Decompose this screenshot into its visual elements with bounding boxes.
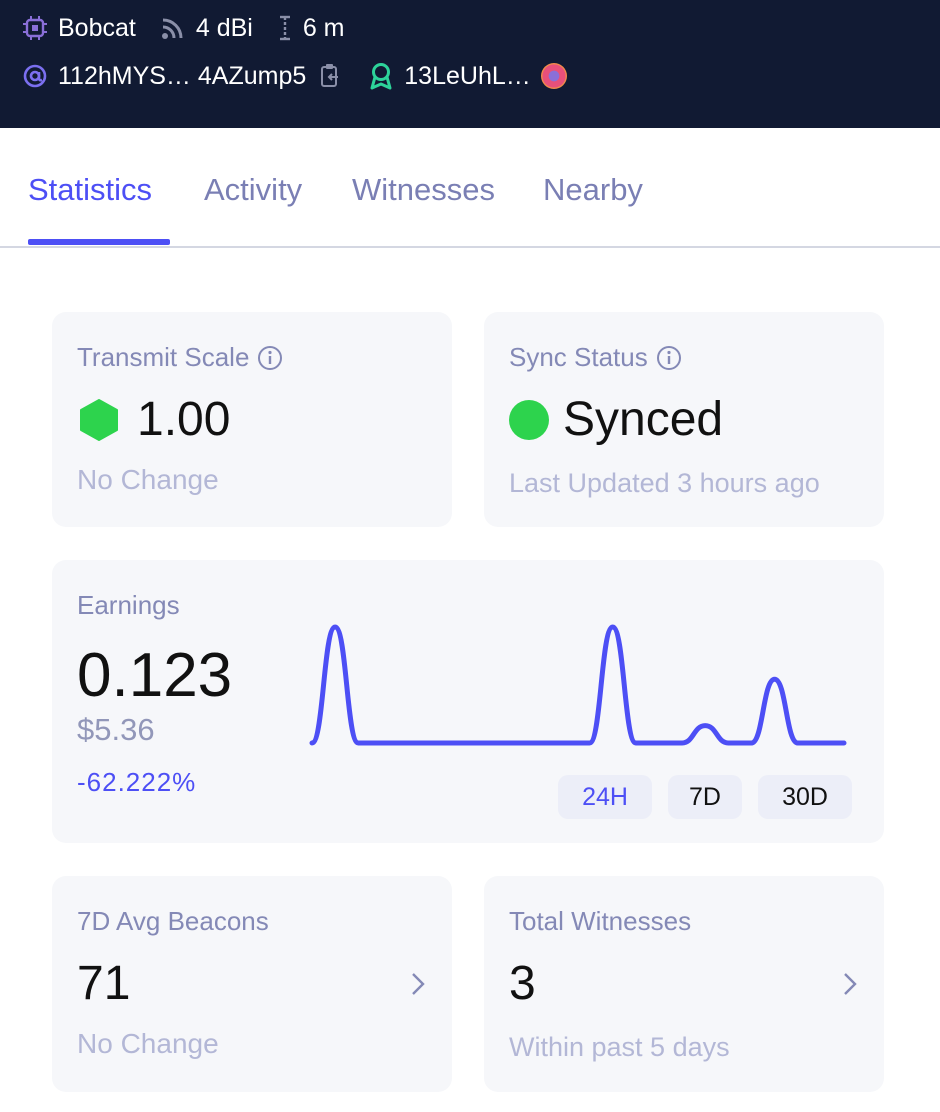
sync-last-updated: Last Updated 3 hours ago (509, 468, 820, 498)
antenna-gain: 4 dBi (160, 14, 253, 43)
miner-model-label: Bobcat (58, 13, 136, 42)
hotspot-address: 112hMYS… 4AZump5 (22, 62, 306, 91)
range-7d-button[interactable]: 7D (668, 775, 742, 819)
elevation-icon (277, 14, 293, 42)
transmit-scale-change: No Change (77, 464, 219, 495)
beacons-card[interactable]: 7D Avg Beacons 71 No Change (52, 876, 452, 1092)
hexagon-icon (77, 398, 121, 442)
owner-address-label: 13LeUhL… (404, 61, 531, 90)
sync-status-value-row: Synced (509, 392, 723, 447)
tab-activity[interactable]: Activity (204, 172, 303, 207)
chevron-right-icon[interactable] (842, 972, 858, 996)
info-icon[interactable] (257, 345, 283, 371)
owner-link[interactable]: 13LeUhL… (368, 61, 567, 91)
hotspot-ownership: 112hMYS… 4AZump5 13LeUhL… (22, 58, 567, 94)
earnings-value: 0.123 (77, 641, 233, 710)
beacons-value: 71 (77, 957, 131, 1010)
status-dot-icon (509, 399, 549, 440)
miner-model: Bobcat (22, 14, 136, 43)
tab-bar: Statistics Activity Witnesses Nearby (0, 128, 940, 248)
owner-ribbon-icon (368, 62, 394, 90)
transmit-scale-title-label: Transmit Scale (77, 342, 250, 372)
transmit-scale-card: Transmit Scale 1.00 No Change (52, 312, 452, 527)
witnesses-card[interactable]: Total Witnesses 3 Within past 5 days (484, 876, 884, 1092)
tab-nearby[interactable]: Nearby (543, 172, 643, 207)
elevation: 6 m (277, 14, 345, 43)
witnesses-value: 3 (509, 957, 536, 1010)
range-24h-button[interactable]: 24H (558, 775, 652, 819)
sync-status-title-label: Sync Status (509, 342, 648, 372)
transmit-scale-value-row: 1.00 (77, 392, 230, 447)
wifi-signal-icon (160, 15, 186, 41)
active-tab-indicator (28, 239, 170, 245)
sync-status-title: Sync Status (509, 342, 682, 373)
earnings-usd: $5.36 (77, 712, 155, 747)
earnings-series-line (309, 624, 847, 746)
hotspot-specs: Bobcat 4 dBi 6 m (22, 10, 369, 46)
at-icon (22, 63, 48, 89)
range-30d-button[interactable]: 30D (758, 775, 852, 819)
earnings-chart (309, 624, 847, 746)
chevron-right-icon[interactable] (410, 972, 426, 996)
hotspot-header: Bobcat 4 dBi 6 m (0, 0, 940, 128)
antenna-gain-label: 4 dBi (195, 13, 253, 42)
witnesses-title: Total Witnesses (509, 906, 692, 936)
tab-statistics[interactable]: Statistics (28, 172, 153, 207)
earnings-title: Earnings (77, 590, 180, 620)
beacons-change: No Change (77, 1028, 219, 1059)
transmit-scale-value: 1.00 (137, 393, 231, 446)
chip-icon (22, 15, 48, 41)
copy-icon[interactable] (320, 63, 342, 89)
hotspot-address-label: 112hMYS… 4AZump5 (58, 61, 307, 90)
earnings-card: Earnings 0.123 $5.36 -62.222% 24H 7D 30D (52, 560, 884, 843)
transmit-scale-title: Transmit Scale (77, 342, 283, 373)
elevation-label: 6 m (302, 13, 345, 42)
beacons-title: 7D Avg Beacons (77, 906, 269, 936)
tab-witnesses[interactable]: Witnesses (352, 172, 495, 207)
sync-status-card: Sync Status Synced Last Updated 3 hours … (484, 312, 884, 527)
witnesses-period: Within past 5 days (509, 1032, 730, 1062)
info-icon[interactable] (656, 345, 682, 371)
owner-avatar (540, 63, 567, 89)
sync-status-value: Synced (563, 393, 724, 446)
earnings-change: -62.222% (77, 767, 197, 797)
